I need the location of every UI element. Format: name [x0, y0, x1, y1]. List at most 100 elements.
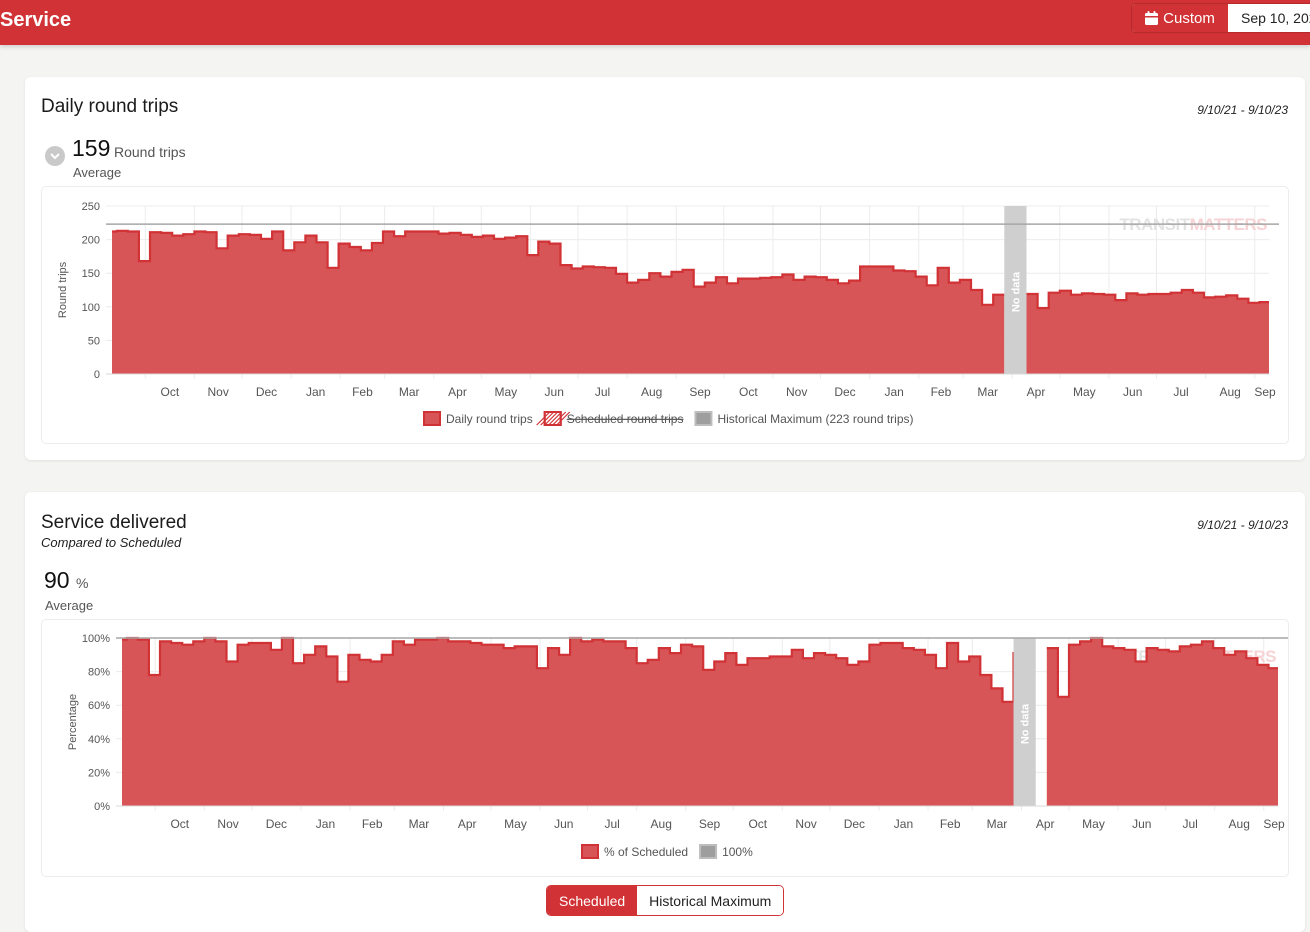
x-tick-label: Mar: [977, 385, 998, 399]
legend-label: % of Scheduled: [604, 845, 688, 859]
series-area: [1046, 638, 1278, 806]
kpi-value: 90: [44, 567, 70, 593]
y-tick-label: 200: [82, 235, 100, 247]
x-tick-label: May: [1082, 817, 1105, 831]
top-bar: Service Custom Sep 10, 202: [0, 0, 1310, 45]
y-tick-label: 250: [82, 201, 100, 213]
legend-hatch: [544, 411, 559, 426]
legend-label: Scheduled round trips: [567, 412, 684, 426]
legend-label: Historical Maximum (223 round trips): [717, 412, 913, 426]
y-tick-label: 20%: [88, 767, 110, 779]
x-tick-label: May: [495, 385, 518, 399]
legend-hatch: [548, 411, 563, 426]
scheduled-toggle-button[interactable]: Scheduled: [547, 886, 638, 915]
legend-swatch: [423, 411, 441, 426]
x-tick-label: Mar: [399, 385, 420, 399]
x-tick-label: Nov: [208, 385, 229, 399]
kpi-label: Average: [73, 165, 122, 180]
legend-label: Daily round trips: [446, 412, 533, 426]
legend-swatch: [699, 844, 718, 859]
series-area: [1026, 290, 1269, 374]
baseline-toggle: Scheduled Historical Maximum: [546, 885, 785, 916]
kpi-value: 159: [72, 135, 111, 161]
x-tick-label: Oct: [161, 385, 180, 399]
y-tick-label: 100%: [82, 633, 110, 645]
x-tick-label: Apr: [448, 385, 467, 399]
legend-label: 100%: [722, 845, 753, 859]
custom-range-button[interactable]: Custom: [1132, 4, 1228, 32]
card-title: Daily round trips: [41, 96, 179, 117]
x-tick-label: Dec: [834, 385, 855, 399]
x-tick-label: Nov: [786, 385, 807, 399]
legend-swatch: [581, 844, 599, 859]
legend-swatch: [694, 411, 713, 426]
page-title: Service: [0, 9, 72, 31]
x-tick-label: Oct: [170, 817, 189, 831]
x-tick-label: Mar: [409, 817, 430, 831]
kpi-unit: Round trips: [114, 144, 186, 160]
service-delivered-chart: 0% 20% 40% 60% 80% 100% Oct Nov Dec Jan Feb Mar Apr M…: [41, 619, 1289, 877]
y-tick-label: 100: [82, 302, 100, 314]
x-tick-label: Aug: [1219, 385, 1240, 399]
x-tick-label: Oct: [748, 817, 767, 831]
x-tick-label: Jul: [1182, 817, 1197, 831]
y-tick-label: 150: [82, 268, 100, 280]
x-tick-label: Jul: [604, 817, 619, 831]
series-line: [1026, 288, 1269, 310]
legend-swatch-border: [543, 411, 562, 426]
card-date-range: 9/10/21 - 9/10/23: [1197, 518, 1288, 532]
x-tick-label: Jun: [554, 817, 573, 831]
x-tick-label: May: [504, 817, 527, 831]
y-tick-label: 0: [94, 369, 100, 381]
y-tick-label: 60%: [88, 700, 110, 712]
y-tick-label: 50: [88, 335, 100, 347]
y-axis-title: Round trips: [57, 261, 69, 318]
y-axis-title: Percentage: [67, 694, 79, 750]
round-trips-chart-svg: 0 50 100 150 200 250 Oct Nov Dec Jan Feb Mar Apr May J…: [57, 201, 1279, 426]
series-line: [112, 229, 1005, 306]
legend-hatch: [540, 411, 555, 426]
x-tick-label: Sep: [699, 817, 721, 831]
service-delivered-chart-svg: 0% 20% 40% 60% 80% 100% Oct Nov Dec Jan Feb Mar Apr M…: [67, 633, 1288, 859]
x-tick-label: Feb: [362, 817, 383, 831]
start-date-input[interactable]: Sep 10, 202: [1241, 10, 1310, 26]
x-tick-label: Jun: [1123, 385, 1142, 399]
x-tick-label: Feb: [352, 385, 373, 399]
custom-range-label: Custom: [1163, 9, 1215, 27]
series-line: [1046, 636, 1278, 698]
x-tick-label: Jul: [595, 385, 610, 399]
round-trips-chart: 0 50 100 150 200 250 Oct Nov Dec Jan Feb Mar Apr May J…: [41, 186, 1289, 444]
no-data-label: No data: [1010, 271, 1022, 312]
x-tick-label: Feb: [931, 385, 952, 399]
x-tick-label: Jan: [894, 817, 913, 831]
x-tick-label: Mar: [987, 817, 1008, 831]
y-tick-label: 40%: [88, 734, 110, 746]
x-tick-label: Apr: [458, 817, 477, 831]
chart-legend: Daily round trips Scheduled round trips Hi…: [423, 411, 914, 426]
x-tick-label: Apr: [1027, 385, 1046, 399]
x-tick-label: Aug: [651, 817, 672, 831]
no-data-band: [1004, 206, 1027, 374]
historical-maximum-toggle-button[interactable]: Historical Maximum: [637, 886, 784, 915]
card-date-range: 9/10/21 - 9/10/23: [1197, 103, 1288, 117]
chevron-down-icon[interactable]: [45, 146, 65, 166]
x-tick-label: Sep: [689, 385, 711, 399]
x-tick-label: Feb: [940, 817, 961, 831]
x-tick-label: Aug: [1229, 817, 1250, 831]
x-tick-label: Apr: [1036, 817, 1055, 831]
calendar-icon: [1145, 11, 1159, 25]
chart-legend: % of Scheduled 100%: [581, 844, 753, 859]
x-tick-label: Sep: [1254, 385, 1276, 399]
x-tick-label: Dec: [844, 817, 865, 831]
x-tick-label: Jul: [1173, 385, 1188, 399]
service-delivered-card: Service delivered Compared to Scheduled …: [25, 492, 1305, 932]
x-tick-label: Jun: [545, 385, 564, 399]
x-tick-label: Nov: [795, 817, 816, 831]
series-area: [112, 230, 1005, 374]
no-data-band: [1013, 638, 1036, 806]
x-tick-label: Jun: [1132, 817, 1151, 831]
x-tick-label: May: [1073, 385, 1096, 399]
x-tick-label: Sep: [1263, 817, 1285, 831]
series-area: [122, 638, 1025, 806]
legend-hatch: [536, 411, 551, 426]
